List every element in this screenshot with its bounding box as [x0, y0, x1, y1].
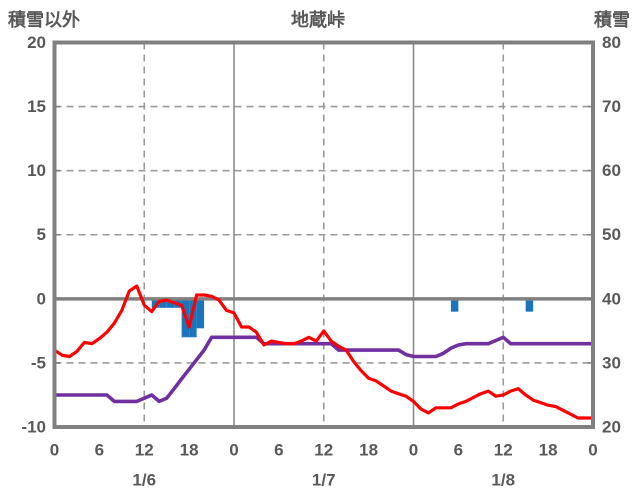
hour-label: 0 [588, 440, 597, 459]
hour-label: 18 [180, 440, 199, 459]
red-line [52, 284, 595, 420]
hour-label: 6 [274, 440, 283, 459]
left-axis-label: 20 [27, 33, 46, 52]
right-axis-label: 80 [602, 33, 621, 52]
snow-bar [525, 298, 534, 312]
date-label: 1/7 [312, 470, 336, 489]
hour-label: 6 [454, 440, 463, 459]
left-axis-label: -10 [21, 417, 46, 436]
right-axis-label: 70 [602, 97, 621, 116]
plot-frame [52, 40, 595, 429]
left-axis-label: 10 [27, 161, 46, 180]
snow-bar [166, 298, 175, 308]
snow-bar [151, 298, 160, 308]
left-axis-label: 5 [37, 225, 46, 244]
left-axis-label: -5 [31, 353, 46, 372]
right-axis-title: 積雪 [594, 10, 630, 30]
right-axis-label: 20 [602, 417, 621, 436]
left-axis-label: 15 [27, 97, 46, 116]
hour-label: 12 [135, 440, 154, 459]
hour-label: 18 [539, 440, 558, 459]
right-axis-label: 50 [602, 225, 621, 244]
snow-bar [450, 298, 459, 312]
hour-label: 12 [494, 440, 513, 459]
hour-label: 18 [359, 440, 378, 459]
date-label: 1/8 [491, 470, 515, 489]
right-axis-label: 30 [602, 353, 621, 372]
left-axis-title: 積雪以外 [8, 10, 80, 30]
date-label: 1/6 [132, 470, 156, 489]
chart-title: 地蔵峠 [291, 10, 345, 30]
purple-line [52, 335, 595, 404]
snow-bar [159, 298, 167, 308]
snow-bar [196, 298, 205, 329]
right-axis-label: 40 [602, 289, 621, 308]
hour-label: 0 [229, 440, 238, 459]
right-axis-label: 60 [602, 161, 621, 180]
hour-label: 0 [50, 440, 59, 459]
left-axis-label: 0 [37, 289, 46, 308]
hour-label: 6 [95, 440, 104, 459]
hour-label: 0 [409, 440, 418, 459]
snow-bar [189, 298, 197, 338]
hour-label: 12 [314, 440, 333, 459]
